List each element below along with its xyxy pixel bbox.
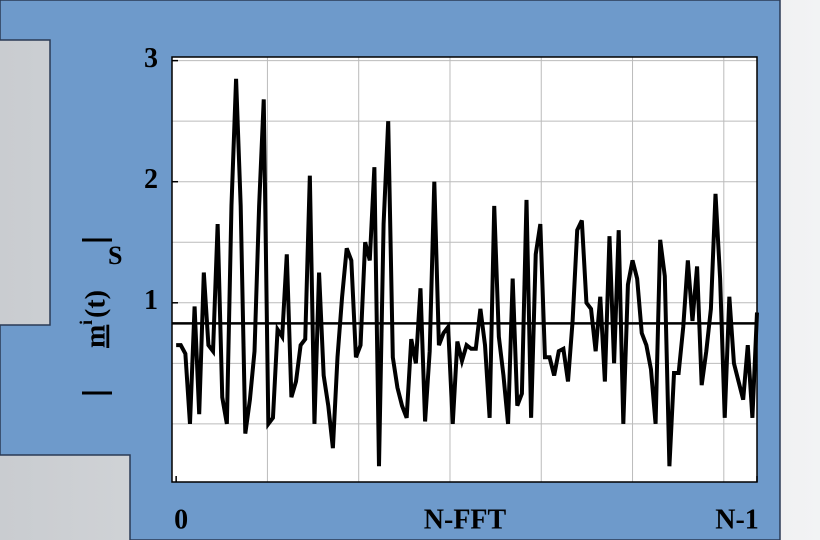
y-label-sub: S <box>108 241 122 270</box>
x-tick-label: 0 <box>174 504 188 535</box>
y-tick-label: 2 <box>144 164 158 195</box>
chart: N-FFT m i (t) S 1 2 3 0 N-1 <box>0 0 820 540</box>
y-label-arg: (t) <box>80 290 111 318</box>
y-label-main: m <box>80 325 111 348</box>
y-tick-label: 3 <box>144 43 158 74</box>
x-axis-label: N-FFT <box>424 504 507 535</box>
y-label-sup: i <box>76 320 96 325</box>
y-tick-label: 1 <box>144 285 158 316</box>
x-tick-label: N-1 <box>715 504 759 535</box>
